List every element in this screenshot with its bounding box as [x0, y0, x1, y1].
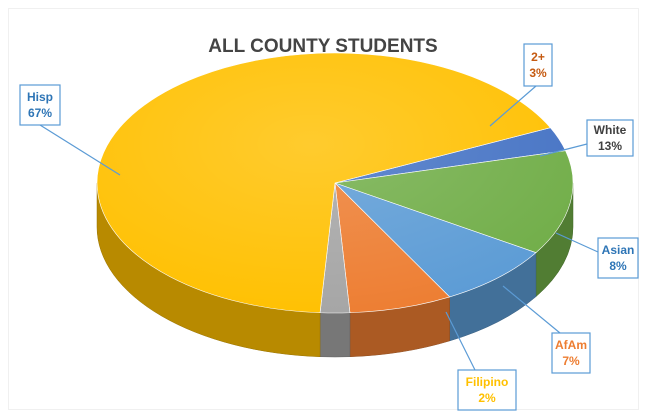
- callout-filipino-label: Filipino: [466, 375, 509, 389]
- callout-afam-box: [551, 332, 591, 374]
- callout-hisp-label: Hisp: [27, 90, 53, 104]
- pie-callouts: 2+ 3% White 13% Asian 8% AfAm 7% Filipino 2% Hisp 6…: [19, 43, 639, 411]
- callout-filipino-leader: [445, 311, 476, 371]
- callout-hisp-box: [19, 84, 61, 126]
- callout-filipino-box: [457, 369, 517, 411]
- callout-filipino-value: 2%: [478, 391, 496, 405]
- callout-hisp-leader: [39, 124, 121, 176]
- callout-2-value: 3%: [529, 66, 547, 80]
- callout-2-leader: [489, 85, 537, 127]
- callout-hisp-value: 67%: [28, 106, 52, 120]
- pie-side-filipino: [319, 312, 351, 358]
- callout-asian-box: [597, 237, 639, 279]
- callout-white-box: [586, 119, 634, 157]
- callout-afam-value: 7%: [562, 354, 580, 368]
- chart-title: ALL COUNTY STUDENTS: [208, 36, 437, 57]
- callout-asian-value: 8%: [609, 259, 627, 273]
- callout-white-value: 13%: [598, 139, 622, 153]
- callout-2-box: [523, 43, 553, 87]
- callout-afam-label: AfAm: [555, 338, 587, 352]
- callout-2-label: 2+: [531, 50, 545, 64]
- callout-white-leader: [539, 143, 588, 157]
- callout-asian-label: Asian: [602, 243, 635, 257]
- callout-white-label: White: [594, 123, 627, 137]
- callout-afam-leader: [502, 285, 561, 334]
- callout-asian-leader: [555, 232, 599, 253]
- pie-top: [96, 52, 574, 314]
